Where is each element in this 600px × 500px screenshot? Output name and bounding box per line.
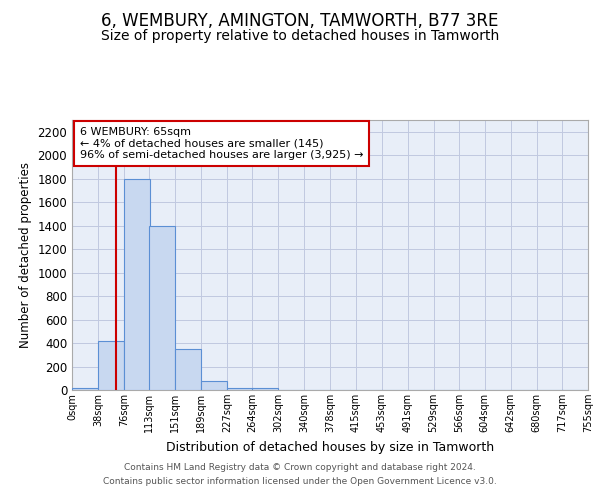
Text: 6, WEMBURY, AMINGTON, TAMWORTH, B77 3RE: 6, WEMBURY, AMINGTON, TAMWORTH, B77 3RE <box>101 12 499 30</box>
Text: Contains HM Land Registry data © Crown copyright and database right 2024.: Contains HM Land Registry data © Crown c… <box>124 464 476 472</box>
Text: 6 WEMBURY: 65sqm
← 4% of detached houses are smaller (145)
96% of semi-detached : 6 WEMBURY: 65sqm ← 4% of detached houses… <box>80 126 363 160</box>
Bar <box>253 388 278 390</box>
Bar <box>149 226 175 390</box>
X-axis label: Distribution of detached houses by size in Tamworth: Distribution of detached houses by size … <box>166 440 494 454</box>
Bar <box>72 388 98 390</box>
Text: Size of property relative to detached houses in Tamworth: Size of property relative to detached ho… <box>101 29 499 43</box>
Y-axis label: Number of detached properties: Number of detached properties <box>19 162 32 348</box>
Text: Contains public sector information licensed under the Open Government Licence v3: Contains public sector information licen… <box>103 477 497 486</box>
Bar <box>98 340 124 390</box>
Bar <box>201 381 227 390</box>
Bar <box>124 178 150 390</box>
Bar <box>227 388 253 390</box>
Bar <box>175 349 201 390</box>
